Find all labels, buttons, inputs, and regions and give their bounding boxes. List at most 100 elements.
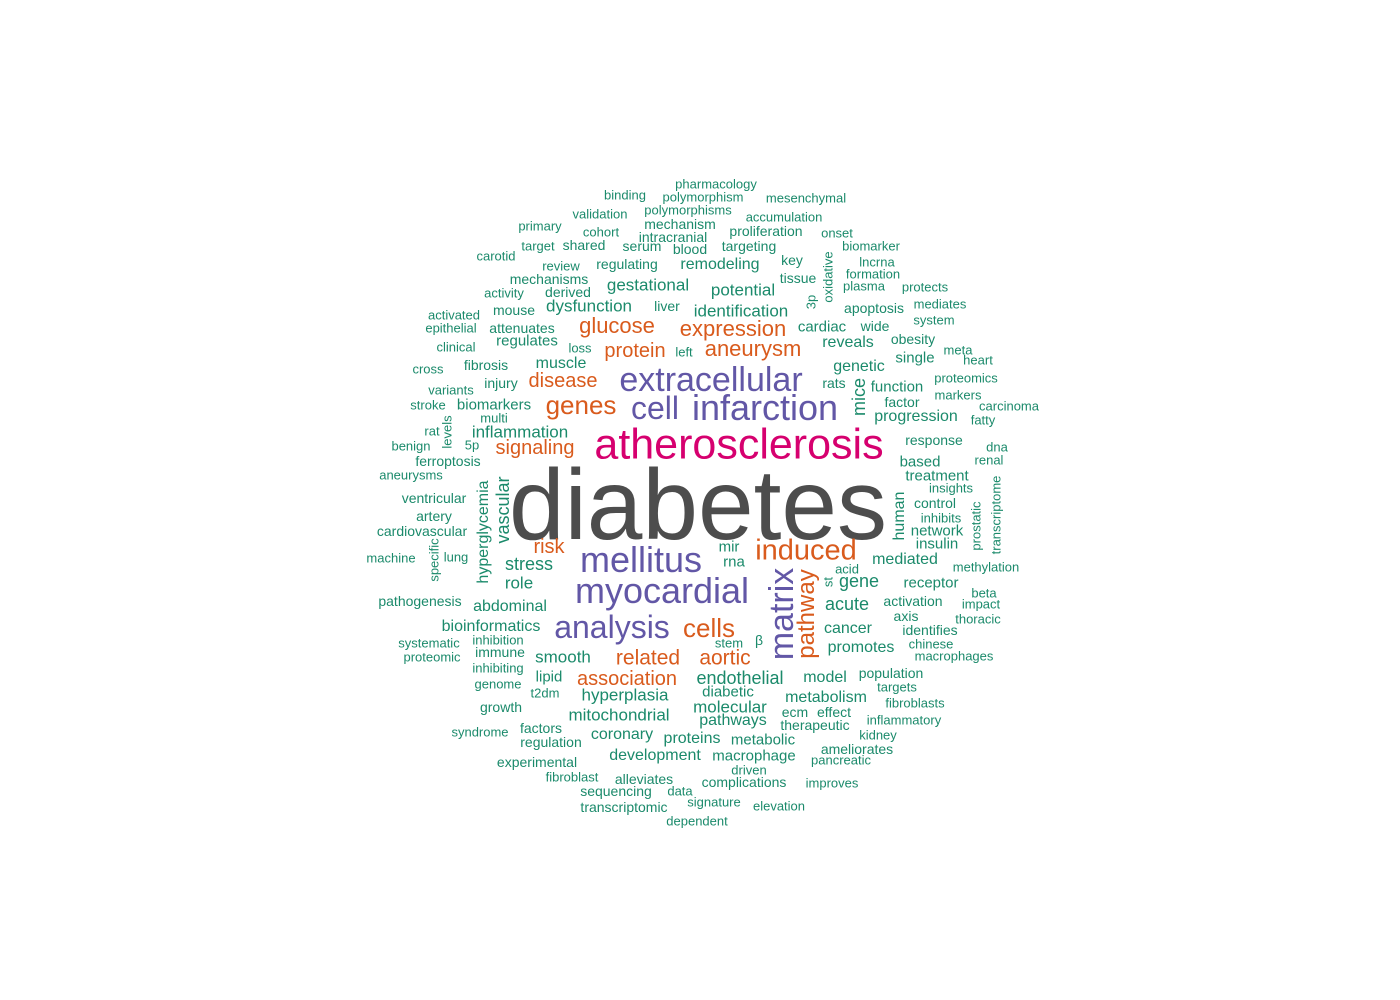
word-123: mir: [718, 538, 740, 556]
word-97: fatty: [970, 412, 996, 428]
word-85: injury: [484, 375, 518, 391]
word-170: growth: [479, 699, 523, 715]
word-118: inhibits: [920, 510, 962, 526]
word-9: induced: [755, 534, 857, 567]
word-132: st: [820, 576, 836, 588]
word-134: gene: [838, 571, 880, 591]
word-93: biomarkers: [456, 396, 532, 414]
word-63: apoptosis: [844, 300, 904, 316]
word-1: atherosclerosis: [594, 420, 884, 469]
word-16: protein: [604, 340, 666, 362]
word-150: β: [754, 632, 764, 648]
word-36: target: [521, 238, 555, 254]
word-5: mellitus: [579, 539, 703, 580]
word-115: control: [913, 495, 957, 511]
word-50: tissue: [779, 270, 817, 286]
word-114: ventricular: [401, 490, 467, 506]
word-176: factors: [519, 720, 563, 736]
word-160: endothelial: [696, 668, 784, 688]
word-191: alleviates: [614, 771, 674, 787]
word-98: rat: [424, 423, 440, 439]
word-155: smooth: [535, 647, 591, 667]
word-127: rna: [723, 553, 745, 571]
word-197: elevation: [752, 798, 806, 814]
word-113: vascular: [493, 476, 513, 544]
word-188: experimental: [496, 754, 578, 770]
word-181: regulation: [520, 734, 582, 750]
word-165: hyperplasia: [581, 685, 669, 705]
word-104: dna: [986, 439, 1008, 455]
word-52: activity: [484, 285, 524, 301]
word-30: primary: [518, 218, 562, 234]
word-184: ameliorates: [820, 741, 894, 757]
word-102: benign: [391, 438, 431, 454]
word-129: stress: [504, 554, 554, 574]
word-59: dysfunction: [546, 296, 632, 316]
word-64: mediates: [913, 296, 967, 312]
word-82: genetic: [833, 358, 885, 375]
word-31: mechanism: [644, 216, 716, 232]
word-37: shared: [562, 237, 606, 253]
word-107: renal: [974, 452, 1004, 468]
word-136: pathogenesis: [378, 593, 462, 609]
word-140: activation: [883, 593, 943, 609]
word-62: 3p: [803, 294, 819, 310]
word-193: improves: [805, 775, 859, 791]
word-33: intracranial: [638, 229, 708, 245]
word-198: transcriptomic: [580, 799, 668, 815]
word-182: proteins: [663, 730, 721, 747]
word-67: epithelial: [425, 320, 477, 336]
word-126: lung: [443, 549, 469, 565]
word-86: rats: [822, 375, 846, 391]
word-171: ecm: [781, 704, 809, 720]
word-156: macrophages: [914, 648, 994, 664]
word-60: liver: [654, 298, 680, 314]
word-78: single: [895, 349, 935, 367]
word-2: extracellular: [619, 361, 803, 399]
word-42: carotid: [476, 248, 516, 264]
word-19: risk: [533, 536, 565, 558]
word-41: biomarker: [842, 238, 900, 254]
word-133: role: [504, 573, 534, 593]
word-167: metabolism: [785, 689, 867, 706]
word-48: lncrna: [859, 254, 895, 270]
word-69: cardiac: [797, 318, 847, 336]
word-25: polymorphism: [662, 189, 744, 205]
word-116: artery: [416, 508, 452, 524]
word-147: systematic: [398, 635, 460, 651]
word-92: stroke: [410, 397, 446, 413]
word-186: macrophage: [712, 747, 796, 765]
word-139: acute: [824, 594, 870, 614]
word-35: onset: [821, 225, 853, 241]
word-163: targets: [877, 679, 917, 695]
word-53: derived: [545, 284, 591, 300]
word-100: inflammation: [471, 422, 569, 442]
word-83: cross: [412, 361, 444, 377]
word-24: binding: [604, 187, 646, 203]
word-88: variants: [428, 382, 474, 398]
word-58: mouse: [492, 302, 536, 318]
word-105: ferroptosis: [415, 453, 481, 469]
word-18: signaling: [495, 437, 575, 459]
word-96: progression: [874, 408, 958, 425]
word-141: impact: [961, 596, 1001, 612]
word-12: pathway: [793, 569, 820, 659]
word-75: left: [675, 344, 693, 360]
word-49: mechanisms: [509, 271, 589, 287]
word-112: hyperglycemia: [475, 480, 492, 584]
word-117: human: [891, 491, 908, 541]
word-28: polymorphisms: [644, 202, 732, 218]
word-158: population: [858, 665, 924, 681]
word-172: effect: [817, 704, 851, 720]
word-166: diabetic: [702, 683, 754, 701]
word-120: cardiovascular: [376, 523, 468, 539]
word-3: infarction: [691, 387, 839, 428]
word-84: proteomics: [934, 370, 998, 386]
word-108: aneurysms: [379, 467, 443, 483]
word-46: key: [781, 252, 803, 268]
word-91: factor: [884, 394, 920, 410]
word-162: genome: [474, 676, 522, 692]
word-45: remodeling: [680, 256, 760, 273]
word-145: cancer: [823, 620, 873, 637]
